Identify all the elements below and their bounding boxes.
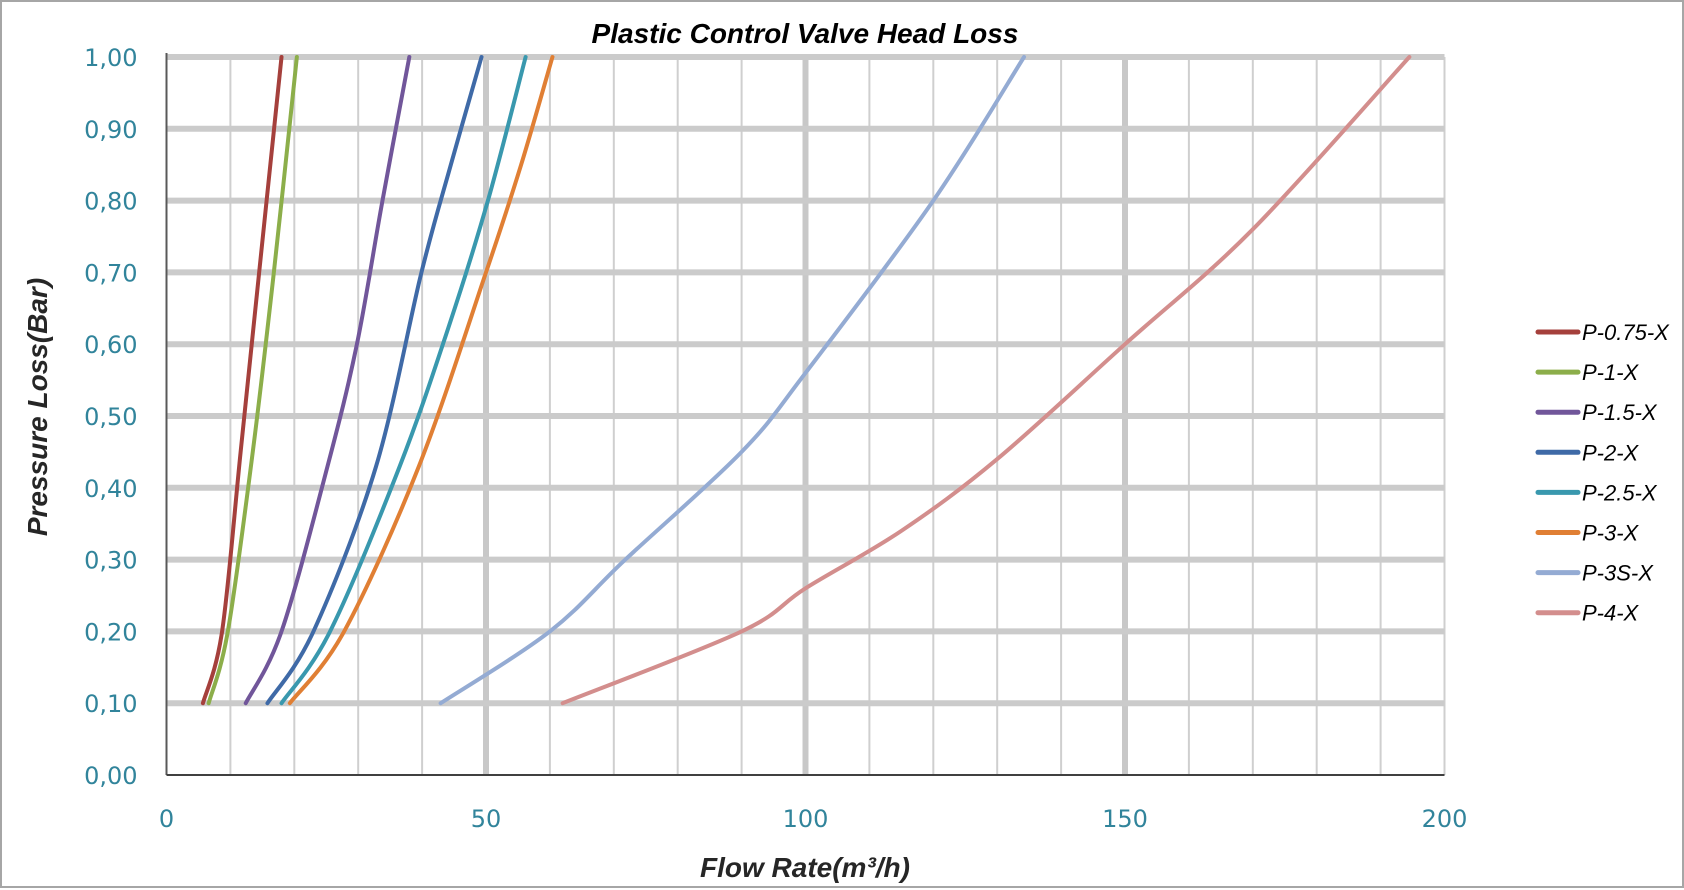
series-line-P-1.5-X <box>243 55 412 706</box>
legend-item: P-4-X <box>1535 601 1640 626</box>
legend-label: P-3S-X <box>1582 561 1654 586</box>
y-tick-label: 0,30 <box>84 547 137 575</box>
series-lines <box>200 55 1412 706</box>
x-tick-label: 200 <box>1422 805 1468 833</box>
series-line-P-2.5-X <box>279 55 528 706</box>
y-axis-label: Pressure Loss(Bar) <box>22 278 53 536</box>
y-tick-label: 0,90 <box>84 116 137 144</box>
y-tick-label: 0,50 <box>84 403 137 431</box>
y-tick-label: 0,60 <box>84 331 137 359</box>
tick-labels: 0,00 0,10 0,20 0,30 0,40 0,50 0,60 0,70 0,80 0,90… <box>84 44 1467 833</box>
series-line-P-3-X <box>287 55 555 706</box>
legend-item: P-3S-X <box>1535 561 1654 586</box>
y-tick-label: 0,40 <box>84 475 137 503</box>
legend-item: P-2-X <box>1535 440 1640 465</box>
chart-title: Plastic Control Valve Head Loss <box>592 18 1019 49</box>
y-tick-label: 0,80 <box>84 188 137 216</box>
legend-label: P-2-X <box>1582 440 1640 465</box>
x-axis-label: Flow Rate(m³/h) <box>700 852 910 883</box>
y-tick-label: 0,00 <box>84 762 137 790</box>
legend-label: P-0.75-X <box>1582 320 1670 345</box>
grid <box>166 54 1446 775</box>
x-tick-label: 0 <box>159 805 174 833</box>
legend-label: P-4-X <box>1582 601 1640 626</box>
y-tick-label: 0,20 <box>84 618 137 646</box>
x-tick-label: 150 <box>1102 805 1148 833</box>
x-tick-label: 50 <box>471 805 502 833</box>
legend-label: P-1.5-X <box>1582 400 1658 425</box>
legend-item: P-0.75-X <box>1535 320 1670 345</box>
series-line-P-4-X <box>560 55 1412 706</box>
legend-label: P-3-X <box>1582 521 1640 546</box>
axes <box>165 53 1445 776</box>
y-tick-label: 0,70 <box>84 259 137 287</box>
legend: P-0.75-X P-1-X P-1.5-X P-2-X P-2.5-X P-3-X P-3… <box>1535 320 1670 626</box>
legend-item: P-1-X <box>1535 360 1640 385</box>
legend-label: P-1-X <box>1582 360 1640 385</box>
x-tick-label: 100 <box>783 805 829 833</box>
y-tick-label: 1,00 <box>84 44 137 72</box>
series-line-P-0.75-X <box>200 55 284 706</box>
legend-item: P-2.5-X <box>1535 480 1658 505</box>
series-line-P-3S-X <box>438 55 1027 706</box>
y-tick-label: 0,10 <box>84 690 137 718</box>
legend-label: P-2.5-X <box>1582 480 1658 505</box>
series-line-P-1-X <box>206 55 299 706</box>
legend-item: P-3-X <box>1535 521 1640 546</box>
series-line-P-2-X <box>265 55 484 706</box>
legend-item: P-1.5-X <box>1535 400 1658 425</box>
